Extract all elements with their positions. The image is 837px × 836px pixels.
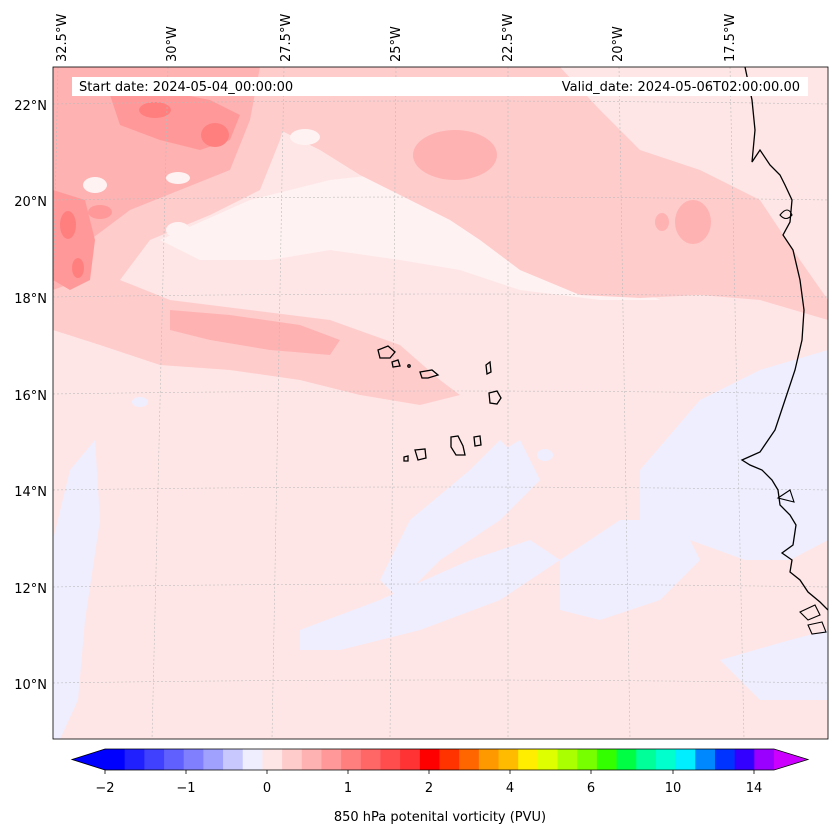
- cb-tick-6: 6: [587, 781, 595, 796]
- colorbar-segment: [557, 749, 578, 770]
- colorbar-segment: [695, 749, 716, 770]
- valid-date-label: Valid_date: 2024-05-06T02:00:00.00: [562, 80, 800, 95]
- colorbar-segment: [439, 749, 460, 770]
- lat-label-20n: 20°N: [14, 195, 47, 210]
- colorbar-segment: [537, 749, 559, 770]
- date-banner: [72, 77, 808, 96]
- lon-label-20w: 20°W: [611, 26, 626, 62]
- colorbar-segment: [105, 749, 126, 770]
- colorbar-segment: [478, 749, 500, 770]
- colorbar-segment: [714, 749, 736, 770]
- latitude-labels: 22°N 20°N 18°N 16°N 14°N 12°N 10°N: [14, 99, 47, 693]
- colorbar-segment: [518, 749, 539, 770]
- colorbar-segment: [183, 749, 204, 770]
- colorbar-extend-high: [774, 749, 808, 770]
- cb-tick-1: 1: [344, 781, 352, 796]
- colorbar-segment: [596, 749, 618, 770]
- colorbar-segment: [459, 749, 480, 770]
- lon-label-27-5w: 27.5°W: [279, 14, 294, 62]
- lat-label-22n: 22°N: [14, 99, 47, 114]
- lon-label-25w: 25°W: [389, 26, 404, 62]
- pv-core-areas: [60, 102, 229, 278]
- colorbar-outline: [70, 748, 810, 771]
- pv-band-upper-right: [270, 67, 828, 320]
- lat-label-14n: 14°N: [14, 485, 47, 500]
- colorbar-segment: [400, 749, 421, 770]
- cb-tick-0: 0: [263, 781, 271, 796]
- cape-verde-islands: [377, 345, 502, 462]
- lon-label-17-5w: 17.5°W: [723, 14, 738, 62]
- colorbar: [70, 748, 810, 771]
- colorbar-segment: [616, 749, 637, 770]
- colorbar-label: 850 hPa potenital vorticity (PVU): [334, 810, 546, 825]
- lat-label-18n: 18°N: [14, 292, 47, 307]
- colorbar-ticks: [104, 770, 755, 774]
- colorbar-segment: [203, 749, 224, 770]
- coastline-detail: [776, 209, 827, 635]
- cb-tick-14: 14: [746, 781, 763, 796]
- colorbar-segment: [734, 749, 755, 770]
- graticule: [53, 67, 828, 739]
- colorbar-segment: [360, 749, 381, 770]
- colorbar-segment: [321, 749, 342, 770]
- lat-label-12n: 12°N: [14, 582, 47, 597]
- lat-label-10n: 10°N: [14, 678, 47, 693]
- map-panel: [53, 67, 828, 739]
- lon-label-22-5w: 22.5°W: [501, 14, 516, 62]
- colorbar-segment: [164, 749, 185, 770]
- negative-pv-areas: [53, 350, 828, 739]
- pv-white-blobs: [83, 129, 320, 238]
- colorbar-segment: [124, 749, 145, 770]
- start-date-label: Start date: 2024-05-04_00:00:00: [79, 80, 293, 95]
- map-frame: [52, 66, 829, 740]
- colorbar-segment: [341, 749, 362, 770]
- colorbar-segment: [144, 749, 165, 770]
- colorbar-tick-labels: −2 −1 0 1 2 4 6 10 14: [95, 781, 762, 796]
- longitude-labels: 32.5°W 30°W 27.5°W 25°W 22.5°W 20°W 17.5…: [55, 14, 738, 62]
- cb-tick-neg1: −1: [176, 781, 195, 796]
- colorbar-segment: [223, 749, 244, 770]
- colorbar-segment: [262, 749, 283, 770]
- cb-tick-4: 4: [506, 781, 514, 796]
- colorbar-segment: [655, 749, 677, 770]
- colorbar-segment: [636, 749, 657, 770]
- lon-label-30w: 30°W: [165, 26, 180, 62]
- colorbar-segment: [754, 749, 775, 770]
- lat-label-16n: 16°N: [14, 389, 47, 404]
- colorbar-segment: [301, 749, 322, 770]
- colorbar-segment: [498, 749, 519, 770]
- african-coastline: [740, 67, 828, 611]
- colorbar-segment: [282, 749, 303, 770]
- colorbar-extend-low: [72, 749, 105, 770]
- colorbar-segment: [419, 749, 440, 770]
- colorbar-segment: [675, 749, 696, 770]
- cb-tick-2: 2: [425, 781, 433, 796]
- cb-tick-10: 10: [665, 781, 682, 796]
- cb-tick-neg2: −2: [95, 781, 114, 796]
- colorbar-segment: [242, 749, 263, 770]
- lon-label-32-5w: 32.5°W: [55, 14, 70, 62]
- colorbar-segment: [380, 749, 401, 770]
- colorbar-segment: [577, 749, 598, 770]
